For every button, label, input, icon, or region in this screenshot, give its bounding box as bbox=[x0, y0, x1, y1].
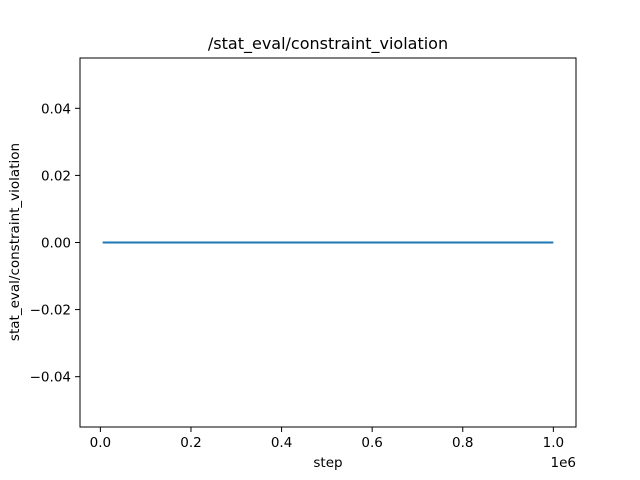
plot-area: 0.0 0.2 0.4 0.6 0.8 1.0 −0.04 −0.02 0.00 0.02 0.04 bbox=[30, 57, 577, 451]
y-tick-label: 0.02 bbox=[41, 168, 71, 184]
y-tick-label: −0.02 bbox=[30, 303, 71, 319]
x-tick-label: 0.4 bbox=[271, 435, 292, 451]
x-tick-label: 0.2 bbox=[180, 435, 201, 451]
y-tick-label: −0.04 bbox=[30, 370, 71, 386]
chart-title: /stat_eval/constraint_violation bbox=[208, 34, 448, 54]
x-tick-label: 1.0 bbox=[543, 435, 564, 451]
y-tick-label: 0.00 bbox=[41, 236, 71, 252]
y-tick-label: 0.04 bbox=[41, 101, 71, 117]
y-axis-label: stat_eval/constraint_violation bbox=[7, 143, 23, 341]
x-tick-label: 0.6 bbox=[361, 435, 382, 451]
x-axis-label: step bbox=[313, 455, 342, 471]
x-tick-label: 0.8 bbox=[452, 435, 473, 451]
x-tick-label: 0.0 bbox=[90, 435, 111, 451]
x-axis-offset-label: 1e6 bbox=[551, 455, 576, 471]
